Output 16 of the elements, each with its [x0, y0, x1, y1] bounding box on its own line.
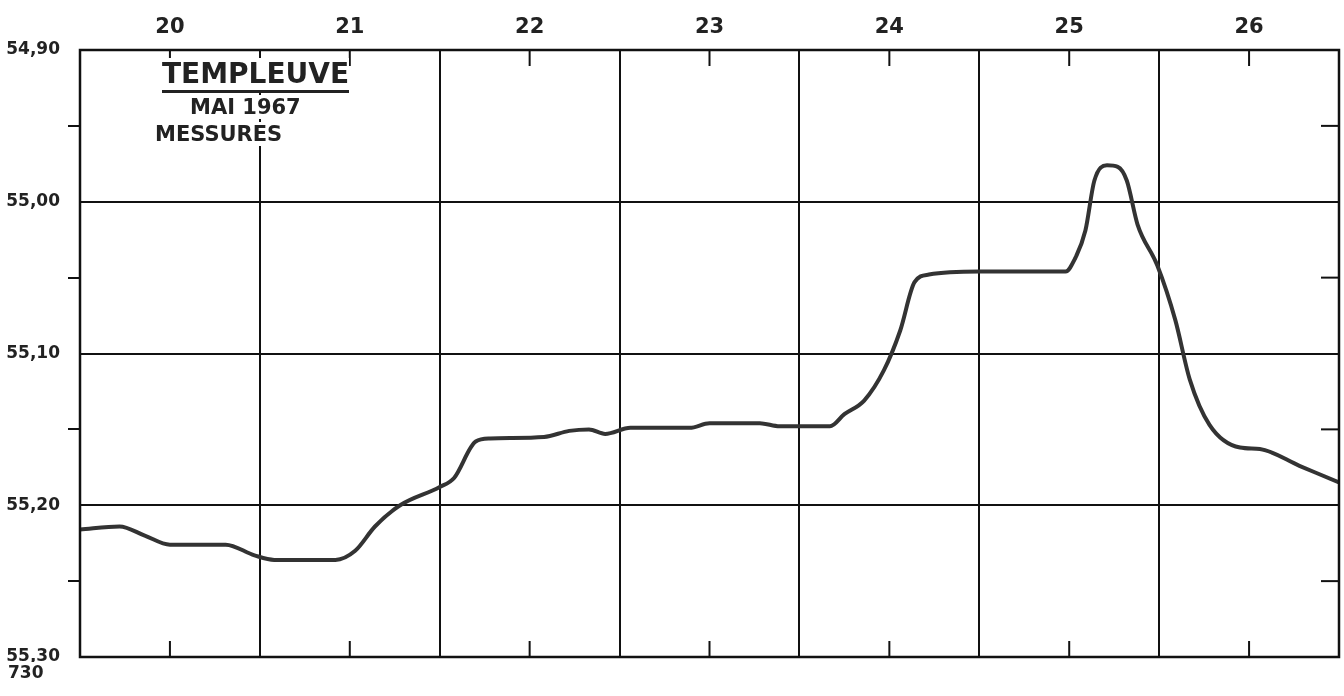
y-tick-label: 55,00: [6, 190, 61, 211]
annotation: MESSURES: [155, 122, 283, 146]
x-tick-label: 25: [1054, 13, 1084, 38]
y-tick-label: 55,10: [6, 341, 61, 362]
line-series: [80, 163, 1339, 562]
x-tick-label: 26: [1234, 13, 1264, 38]
x-tick-label: 24: [874, 13, 904, 38]
x-tick-label: 21: [335, 13, 365, 38]
x-tick-label: 22: [515, 13, 545, 38]
text: 730: [8, 662, 44, 682]
x-tick-label: 20: [155, 13, 185, 38]
y-tick-label: 54,90: [6, 38, 61, 59]
y-tick-label: 55,20: [6, 493, 61, 514]
chart-title: TEMPLEUVE: [162, 57, 350, 93]
text: MAI 1967: [190, 95, 301, 119]
x-tick-label: 23: [694, 13, 725, 38]
